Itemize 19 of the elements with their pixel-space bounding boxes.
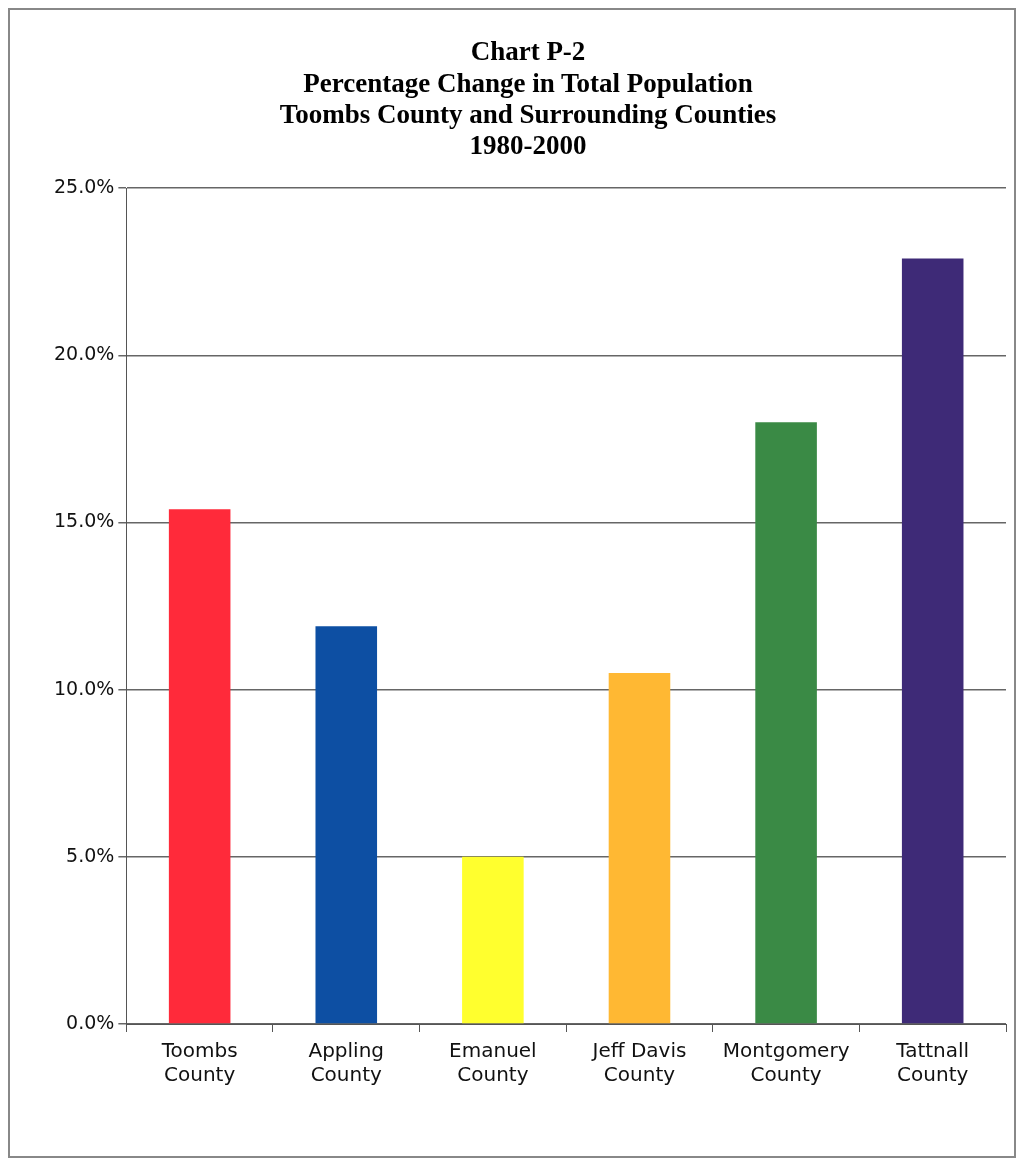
y-tick-label: 25.0% <box>54 175 115 198</box>
bar <box>608 672 671 1024</box>
y-tick-label: 15.0% <box>54 509 115 532</box>
y-tick-label: 5.0% <box>66 843 115 866</box>
y-tick-label: 0.0% <box>66 1010 115 1033</box>
x-tick-label: Tattnall County <box>895 1038 970 1087</box>
bar <box>901 258 964 1024</box>
bar <box>755 422 817 1024</box>
y-tick-label: 10.0% <box>54 676 115 699</box>
chart-title: Chart P-2 Percentage Change in Total Population Toombs County and Surrounding Counties 1980-2000 <box>279 36 777 160</box>
x-tick-label: Appling County <box>308 1038 385 1087</box>
bar <box>168 509 231 1024</box>
y-tick-label: 20.0% <box>54 342 115 365</box>
x-tick-label: Montgomery County <box>722 1038 850 1087</box>
bar <box>315 626 378 1024</box>
bar <box>462 856 524 1024</box>
x-tick-label: Jeff Davis County <box>590 1038 687 1087</box>
x-tick-label: Emanuel County <box>449 1038 537 1087</box>
x-tick-label: Toombs County <box>160 1038 238 1087</box>
